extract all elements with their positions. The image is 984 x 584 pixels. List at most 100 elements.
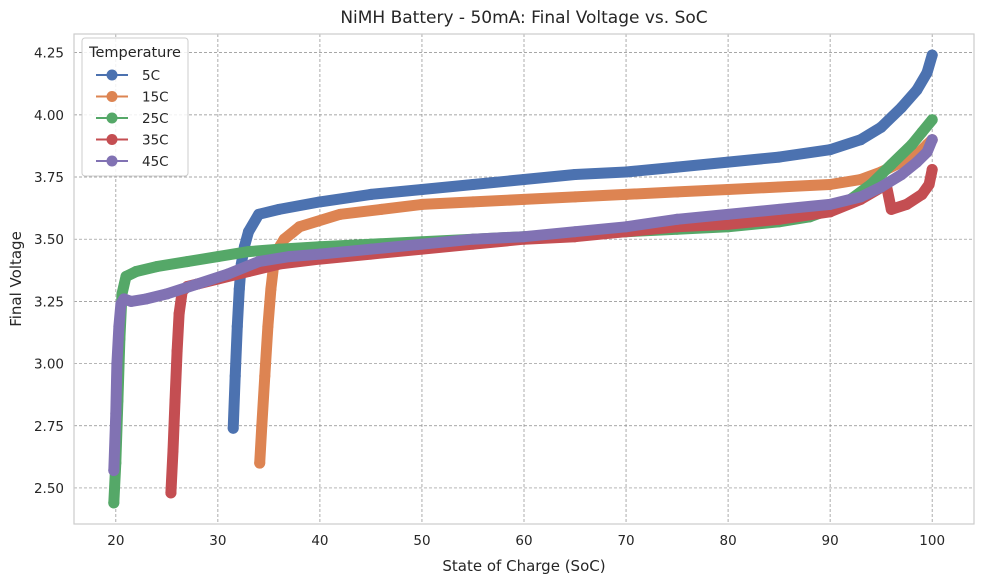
data-point: [926, 114, 938, 126]
legend-marker: [106, 69, 118, 81]
data-point: [416, 238, 428, 250]
data-point: [926, 164, 938, 176]
plot-frame: [73, 33, 975, 525]
y-tick-label: 4.00: [34, 108, 64, 124]
legend-marker: [106, 134, 118, 145]
data-point: [926, 134, 938, 146]
data-point: [875, 121, 887, 133]
data-point: [334, 208, 346, 220]
data-point: [222, 268, 234, 280]
data-point: [108, 465, 120, 477]
data-point: [722, 208, 734, 220]
data-point: [824, 198, 836, 210]
data-point: [921, 67, 933, 79]
data-point: [620, 166, 632, 178]
x-tick-label: 70: [617, 533, 634, 549]
data-point: [113, 320, 125, 332]
x-tick-label: 40: [311, 533, 328, 549]
data-point: [671, 161, 683, 173]
data-point: [518, 174, 530, 186]
data-point: [173, 308, 185, 320]
data-point: [671, 186, 683, 198]
data-point: [110, 407, 122, 419]
data-point: [256, 420, 268, 432]
x-axis-label: State of Charge (SoC): [442, 557, 605, 575]
data-point: [926, 49, 938, 61]
data-point: [265, 283, 277, 295]
data-point: [273, 243, 285, 255]
y-tick-label: 2.75: [34, 419, 64, 435]
legend-title: Temperature: [88, 45, 181, 61]
data-point: [896, 101, 908, 113]
data-point: [773, 181, 785, 193]
x-tick-label: 30: [209, 533, 226, 549]
legend-label: 35C: [142, 133, 169, 149]
data-point: [140, 293, 152, 305]
legend-label: 15C: [142, 90, 169, 106]
data-point: [283, 251, 295, 263]
data-point: [191, 278, 203, 290]
data-point: [262, 320, 274, 332]
x-tick-label: 20: [107, 533, 124, 549]
y-tick-label: 4.25: [34, 46, 64, 62]
data-point: [569, 169, 581, 181]
legend: Temperature 5C 15C 25C 35C 45C: [81, 37, 189, 177]
data-point: [120, 271, 132, 283]
data-point: [885, 203, 897, 215]
data-point: [130, 266, 142, 278]
data-point: [896, 169, 908, 181]
data-point: [467, 178, 479, 190]
data-point: [923, 178, 935, 190]
data-point: [911, 156, 923, 168]
data-point: [671, 213, 683, 225]
data-point: [416, 198, 428, 210]
x-tick-label: 90: [822, 533, 839, 549]
legend-marker: [106, 155, 118, 167]
data-point: [722, 218, 734, 230]
x-tick-label: 80: [719, 533, 736, 549]
data-point: [467, 233, 479, 245]
data-point: [824, 178, 836, 190]
data-point: [161, 288, 173, 300]
data-point: [906, 139, 918, 151]
legend-label: 25C: [142, 111, 169, 127]
data-point: [722, 183, 734, 195]
data-point: [169, 395, 181, 407]
data-point: [885, 159, 897, 171]
x-tick-label: 100: [919, 533, 945, 549]
legend-marker: [106, 112, 118, 124]
data-point: [901, 198, 913, 210]
data-point: [773, 213, 785, 225]
data-point: [921, 146, 933, 158]
data-point: [916, 126, 928, 138]
data-point: [294, 221, 306, 233]
data-point: [875, 181, 887, 193]
legend-entries: 5C 15C 25C 35C 45C: [96, 68, 169, 170]
y-tick-label: 3.50: [34, 232, 64, 248]
data-point: [855, 174, 867, 186]
data-point: [620, 221, 632, 233]
data-point: [722, 156, 734, 168]
y-tick-label: 3.00: [34, 357, 64, 373]
data-point: [212, 251, 224, 263]
data-point: [181, 256, 193, 268]
data-point: [253, 256, 265, 268]
data-point: [518, 193, 530, 205]
data-point: [314, 196, 326, 208]
data-point: [416, 183, 428, 195]
data-point: [125, 295, 137, 307]
legend-label: 45C: [142, 154, 169, 170]
data-point: [231, 320, 243, 332]
data-point: [314, 248, 326, 260]
data-point: [911, 84, 923, 96]
data-point: [569, 226, 581, 238]
x-tick-label: 60: [515, 533, 532, 549]
chart-title: NiMH Battery - 50mA: Final Voltage vs. S…: [340, 8, 707, 28]
data-point: [569, 191, 581, 203]
tick-labels: 20 30 40 50 60 70 80 90 100 2.50 2.75 3.00 3.25 3.50 3…: [34, 46, 945, 549]
legend-marker: [106, 91, 118, 102]
y-tick-label: 3.25: [34, 294, 64, 310]
data-point: [773, 151, 785, 163]
data-point: [111, 358, 123, 370]
